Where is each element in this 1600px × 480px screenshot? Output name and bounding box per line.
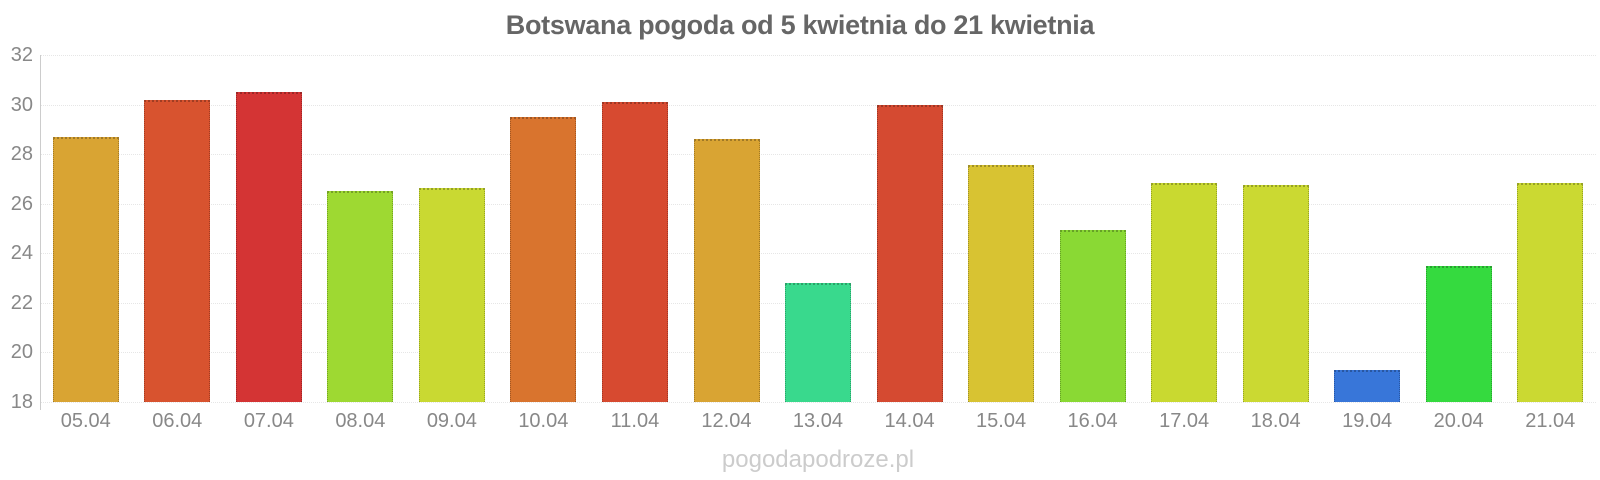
bar-06.04[interactable] [144,99,211,402]
x-axis-tick-label: 16.04 [1067,410,1118,432]
chart-title: Botswana pogoda od 5 kwietnia do 21 kwie… [505,10,1095,40]
bar-10.04[interactable] [510,117,577,402]
x-axis-tick-label: 18.04 [1250,410,1301,432]
y-axis-tick-label: 22 [10,291,33,314]
x-axis-tick-label: 06.04 [152,410,203,432]
x-axis-tick-label: 12.04 [701,410,752,432]
x-axis-tick-label: 17.04 [1159,410,1210,432]
gridline-28 [40,154,1596,156]
bar-13.04[interactable] [785,283,851,402]
x-axis-tick-label: 21.04 [1525,410,1576,432]
x-axis-tick-label: 15.04 [976,410,1027,432]
bar-05.04[interactable] [52,136,119,402]
x-axis-tick-label: 05.04 [60,410,111,432]
y-axis-tick-label: 28 [10,143,33,166]
bar-20.04[interactable] [1425,265,1492,402]
x-axis-tick-label: 07.04 [243,410,294,432]
gridline-30 [40,104,1596,106]
x-axis-tick-label: 10.04 [518,410,569,432]
bar-14.04[interactable] [876,104,943,402]
gridline-24 [40,253,1596,255]
x-axis-tick-label: 20.04 [1433,410,1484,432]
bar-19.04[interactable] [1334,369,1401,402]
y-axis-tick-label: 26 [10,192,33,215]
bar-08.04[interactable] [327,191,394,402]
watermark: pogodapodroze.pl [721,446,915,473]
bar-16.04[interactable] [1059,229,1126,402]
y-axis-tick-label: 20 [10,341,33,364]
gridline-26 [40,203,1596,205]
x-axis-tick-label: 14.04 [884,410,935,432]
bar-17.04[interactable] [1151,182,1218,402]
gridline-18 [40,402,1596,403]
x-axis-tick-label: 11.04 [610,410,660,432]
bar-21.04[interactable] [1517,182,1584,402]
y-axis-tick-label: 24 [10,242,33,265]
x-axis-tick-label: 08.04 [335,410,386,432]
x-axis-tick-label: 13.04 [792,410,843,432]
bar-12.04[interactable] [693,139,760,402]
bar-11.04[interactable] [601,102,668,402]
y-axis-tick-label: 18 [10,391,33,413]
bar-09.04[interactable] [418,187,485,402]
x-axis-tick-label: 19.04 [1342,410,1393,432]
bar-07.04[interactable] [235,92,302,402]
bar-18.04[interactable] [1242,185,1309,402]
x-axis-tick-label: 09.04 [426,410,477,432]
y-axis-tick-label: 32 [10,44,33,66]
bar-15.04[interactable] [968,165,1035,402]
gridline-32 [40,55,1596,56]
y-axis-line [40,55,41,410]
y-axis-tick-label: 30 [10,93,33,116]
